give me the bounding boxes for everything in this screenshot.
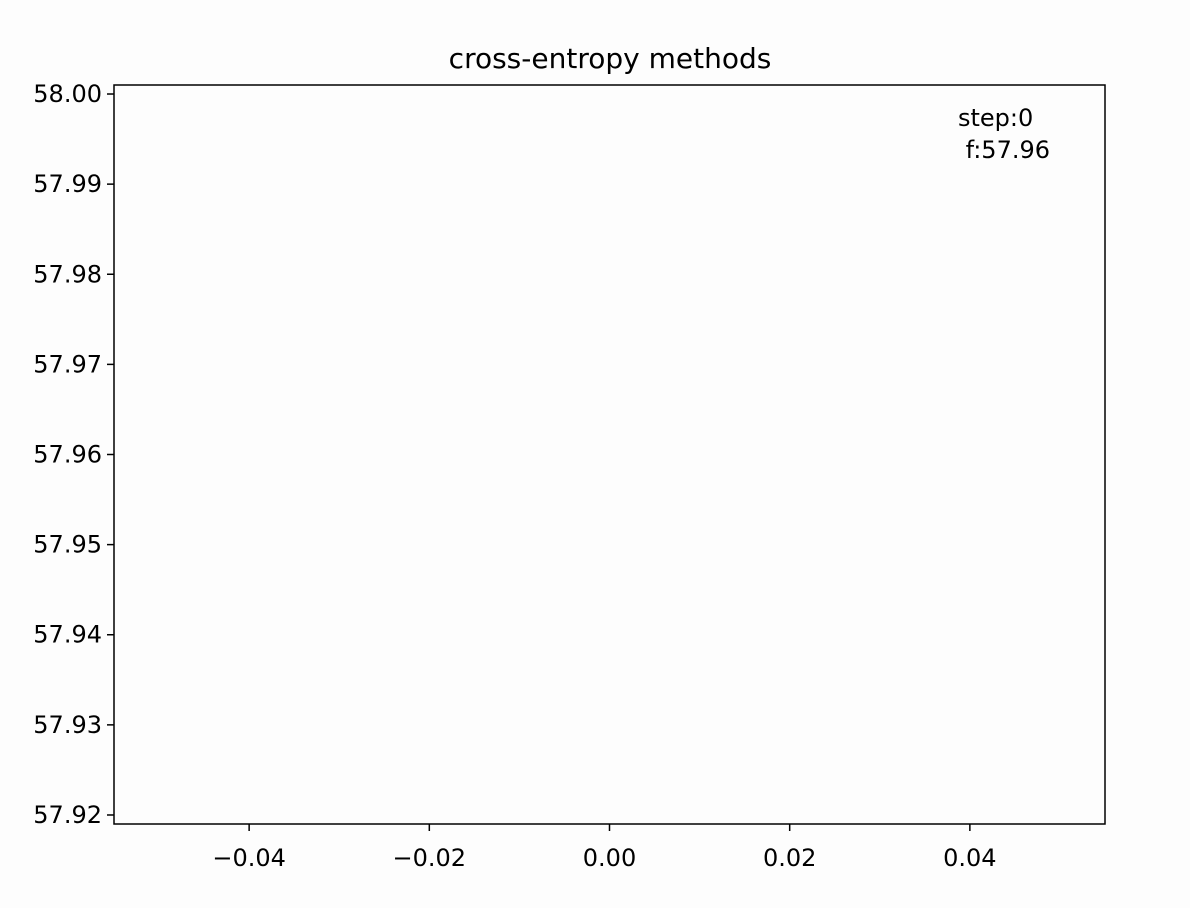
y-tick-label: 57.96: [33, 441, 102, 469]
step-annotation: step:0: [958, 104, 1033, 132]
y-tick-label: 57.93: [33, 711, 102, 739]
x-tick-label: 0.04: [943, 844, 996, 872]
y-tick-label: 57.94: [33, 621, 102, 649]
y-tick-label: 57.92: [33, 801, 102, 829]
y-tick-label: 57.97: [33, 350, 102, 378]
x-axis: −0.04 −0.02 0.00 0.02 0.04: [212, 824, 997, 872]
y-tick-label: 57.95: [33, 531, 102, 559]
y-axis: 57.92 57.93 57.94 57.95 57.96 57.97 57.98 57.99…: [33, 80, 114, 829]
y-tick-label: 57.99: [33, 170, 102, 198]
x-tick-label: −0.04: [212, 844, 286, 872]
x-tick-label: −0.02: [393, 844, 467, 872]
y-tick-label: 58.00: [33, 80, 102, 108]
chart-title: cross-entropy methods: [449, 42, 772, 75]
y-tick-label: 57.98: [33, 260, 102, 288]
f-value-annotation: f:57.96: [958, 136, 1050, 164]
x-tick-label: 0.00: [583, 844, 636, 872]
x-tick-label: 0.02: [763, 844, 816, 872]
